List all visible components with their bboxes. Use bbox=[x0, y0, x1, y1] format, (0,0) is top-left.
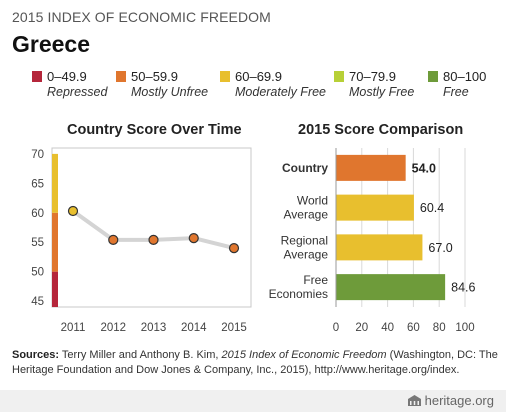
sources-text-after: (Washington, DC: The Heritage Foundation… bbox=[12, 349, 498, 376]
supertitle: 2015 INDEX OF ECONOMIC FREEDOM bbox=[12, 9, 271, 25]
legend-label: Free bbox=[443, 85, 469, 99]
data-point bbox=[67, 205, 79, 217]
category-label: Regional Average bbox=[281, 233, 329, 261]
line-chart-title: Country Score Over Time bbox=[67, 122, 242, 138]
category-label: World Average bbox=[284, 194, 329, 222]
legend-swatch bbox=[334, 71, 344, 82]
heritage-logo-icon bbox=[407, 395, 421, 406]
legend-range: 50–59.9 bbox=[131, 69, 178, 84]
x-tick-label: 20 bbox=[355, 322, 368, 334]
y-tick-label: 70 bbox=[31, 149, 44, 161]
data-point bbox=[188, 232, 199, 244]
legend-label: Repressed bbox=[47, 85, 108, 99]
legend-range: 0–49.9 bbox=[47, 69, 87, 84]
legend-label: Mostly Free bbox=[349, 85, 415, 99]
x-tick-label: 80 bbox=[433, 322, 446, 334]
bar bbox=[336, 234, 423, 261]
sources-label: Sources: bbox=[12, 349, 60, 361]
band-repressed bbox=[52, 271, 58, 307]
x-tick-label: 100 bbox=[455, 322, 474, 334]
data-point bbox=[228, 243, 240, 254]
bar bbox=[336, 194, 414, 221]
y-tick-label: 65 bbox=[31, 178, 44, 190]
legend-swatch bbox=[428, 71, 438, 82]
bar bbox=[336, 274, 446, 301]
x-tick-label: 0 bbox=[333, 322, 339, 334]
x-tick-label: 60 bbox=[407, 322, 420, 334]
legend-label: Mostly Unfree bbox=[131, 85, 209, 99]
line-chart: 45 50 55 60 65 70 2011 2012 2013 2014 2015 bbox=[31, 147, 252, 334]
footer-bar bbox=[0, 390, 506, 412]
band-moderately-free bbox=[52, 153, 58, 213]
value-label: 84.6 bbox=[451, 281, 475, 295]
x-tick-label: 2013 bbox=[141, 322, 167, 334]
x-tick-label: 40 bbox=[381, 322, 394, 334]
legend-swatch bbox=[220, 71, 230, 82]
y-tick-label: 55 bbox=[31, 237, 44, 249]
brand-link[interactable]: heritage.org bbox=[407, 393, 494, 408]
legend-range: 60–69.9 bbox=[235, 69, 282, 84]
sources-book-title: 2015 Index of Economic Freedom bbox=[221, 349, 387, 361]
plot-frame bbox=[51, 147, 252, 308]
value-label: 67.0 bbox=[428, 241, 452, 255]
category-label: Free Economies bbox=[269, 273, 329, 301]
band-mostly-unfree bbox=[52, 212, 58, 272]
legend-label: Moderately Free bbox=[235, 85, 327, 99]
y-tick-label: 60 bbox=[31, 208, 44, 220]
bar-chart: 0 20 40 60 80 100 Country 54.0 World Average 60.4 R… bbox=[269, 148, 476, 334]
legend-swatch bbox=[116, 71, 126, 82]
x-tick-label: 2011 bbox=[61, 322, 86, 334]
category-label: Country bbox=[282, 161, 328, 175]
value-label: 54.0 bbox=[412, 161, 436, 175]
brand-text: heritage.org bbox=[424, 393, 494, 408]
legend-range: 80–100 bbox=[443, 69, 487, 84]
x-tick-label: 2014 bbox=[181, 322, 207, 334]
data-point bbox=[108, 234, 119, 245]
y-tick-label: 50 bbox=[31, 267, 44, 279]
bar-chart-title: 2015 Score Comparison bbox=[298, 122, 464, 138]
bar bbox=[336, 154, 406, 181]
y-tick-label: 45 bbox=[31, 296, 44, 308]
sources-text-before: Terry Miller and Anthony B. Kim, bbox=[59, 349, 222, 361]
legend-range: 70–79.9 bbox=[349, 69, 396, 84]
country-title: Greece bbox=[12, 31, 91, 57]
legend-swatch bbox=[32, 71, 42, 82]
data-point bbox=[148, 234, 159, 245]
x-tick-label: 2012 bbox=[100, 322, 126, 334]
value-label: 60.4 bbox=[420, 201, 444, 215]
x-tick-label: 2015 bbox=[221, 322, 247, 334]
sources-note: Sources: Terry Miller and Anthony B. Kim… bbox=[12, 348, 502, 378]
